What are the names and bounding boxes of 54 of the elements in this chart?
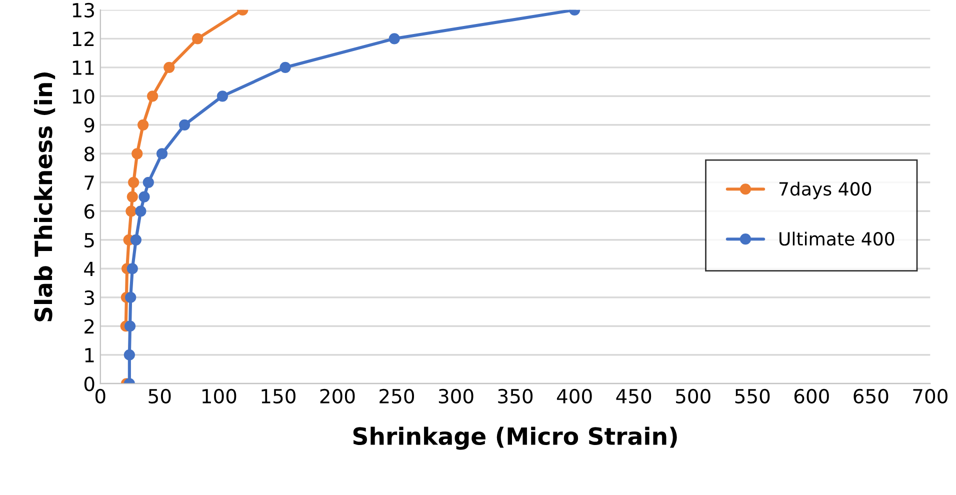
point <box>126 263 138 274</box>
x-tick-label: 200 <box>320 388 355 404</box>
y-tick-label: 8 <box>84 146 94 162</box>
x-tick-label: 50 <box>148 388 171 404</box>
x-tick-label: 500 <box>676 388 710 404</box>
x-tick-label: 450 <box>616 388 652 404</box>
point <box>146 90 158 102</box>
point <box>132 148 143 160</box>
point <box>142 176 154 188</box>
point <box>192 33 204 44</box>
point <box>124 349 135 360</box>
x-tick-label: 400 <box>556 388 592 404</box>
y-tick-label: 11 <box>72 60 94 75</box>
y-tick-label: 13 <box>72 2 94 18</box>
y-tick-label: 5 <box>84 233 94 248</box>
point <box>126 206 137 217</box>
point <box>138 119 149 130</box>
y-axis-title: Slab Thickness (in) <box>34 72 56 322</box>
y-tick-label: 3 <box>84 290 94 306</box>
x-tick-label: 600 <box>794 388 829 404</box>
y-tick-label: 4 <box>84 262 94 276</box>
y-tick-label: 7 <box>84 176 94 190</box>
x-tick-label: 550 <box>735 388 770 404</box>
y-tick-label: 10 <box>72 89 94 104</box>
point <box>125 292 136 303</box>
point <box>388 33 400 44</box>
x-tick-label: 150 <box>262 388 296 404</box>
x-axis-title: Shrinkage (Micro Strain) <box>353 426 677 450</box>
x-tick-label: 100 <box>202 388 236 404</box>
y-tick-label: 1 <box>85 348 94 362</box>
point <box>280 62 291 73</box>
point <box>138 191 150 202</box>
legend-label: Ultimate 400 <box>780 232 894 246</box>
y-tick-label: 6 <box>84 204 94 219</box>
x-tick-label: 700 <box>913 388 948 404</box>
x-tick-label: 0 <box>95 388 106 404</box>
point <box>135 206 146 217</box>
point <box>216 90 228 102</box>
point <box>156 148 168 160</box>
point <box>178 119 190 130</box>
y-tick-label: 12 <box>72 32 94 46</box>
legend-label: 7days 400 <box>779 182 872 200</box>
x-tick-label: 650 <box>854 388 888 404</box>
point <box>130 234 142 246</box>
point <box>124 320 136 332</box>
x-tick-label: 250 <box>380 388 414 404</box>
x-tick-label: 350 <box>498 388 533 404</box>
y-tick-label: 9 <box>84 118 94 133</box>
x-tick-label: 300 <box>438 388 474 404</box>
point <box>128 176 140 188</box>
y-tick-label: 2 <box>84 319 94 334</box>
point <box>164 62 175 73</box>
point <box>126 191 138 202</box>
y-tick-label: 0 <box>84 376 94 392</box>
